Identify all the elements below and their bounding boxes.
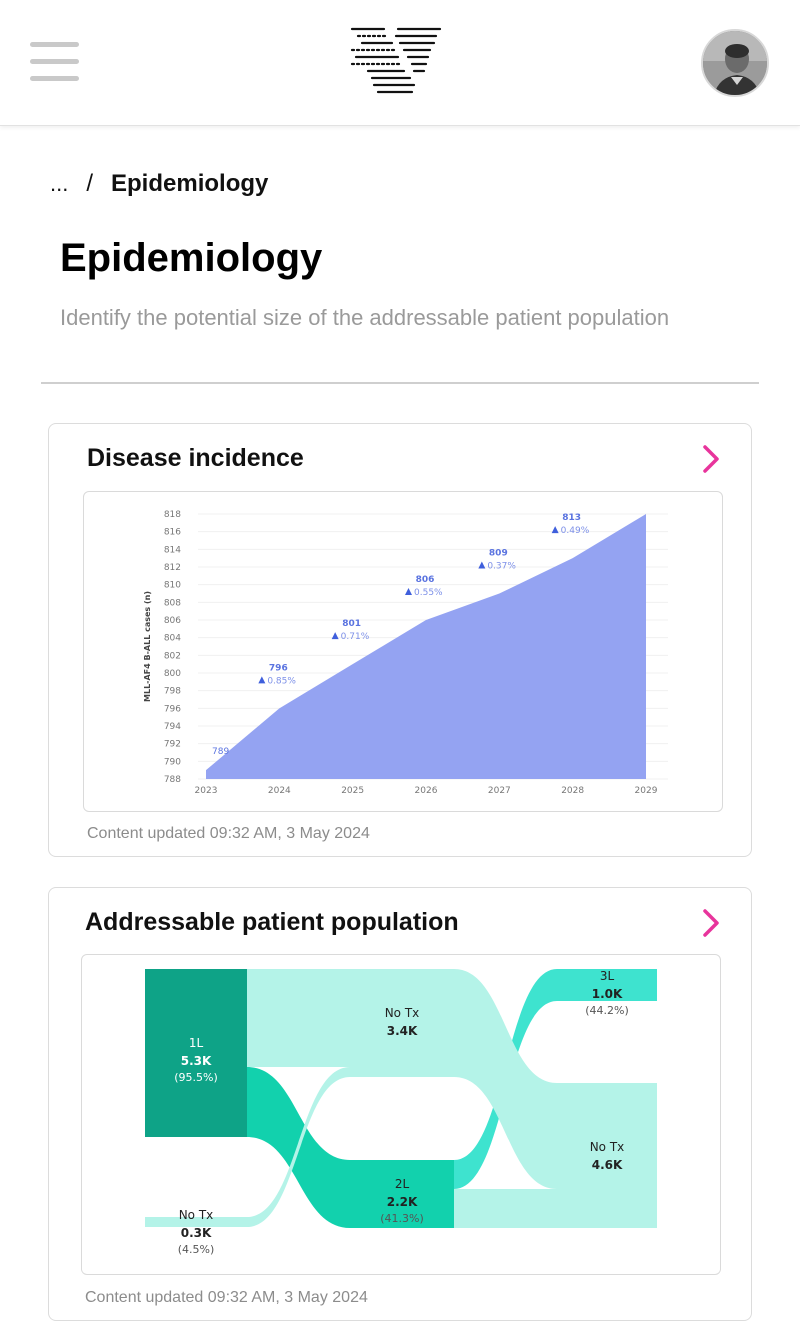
x-tick-label: 2027 — [488, 786, 511, 796]
avatar-icon — [703, 31, 767, 95]
link-notx-notx2 — [454, 969, 557, 1189]
link-notx-notx — [247, 1067, 350, 1227]
growth-up-icon — [478, 561, 486, 569]
sankey-node-notx3 — [557, 1083, 657, 1228]
growth-label: 0.71% — [341, 632, 370, 642]
divider — [41, 382, 759, 384]
node-label: No Tx — [179, 1208, 214, 1222]
y-axis-label: MLL-AF4 B-ALL cases (n) — [143, 591, 152, 702]
y-tick-label: 816 — [164, 528, 181, 538]
y-tick-label: 818 — [164, 510, 181, 520]
x-tick-label: 2025 — [341, 786, 364, 796]
population-chart-frame: 1L 5.3K (95.5%) No Tx 0.3K (4.5%) No Tx 3.4K 2L 2… — [81, 954, 721, 1275]
y-tick-label: 798 — [164, 687, 181, 697]
node-percent: (4.5%) — [178, 1243, 215, 1256]
card-title: Disease incidence — [87, 444, 304, 472]
node-label: 2L — [395, 1177, 410, 1191]
page-subtitle: Identify the potential size of the addre… — [60, 305, 670, 330]
incidence-chart: 788 790 792 794 796 798 800 802 804 806 808 810 812 8… — [143, 510, 668, 796]
node-value: 2.2K — [387, 1195, 418, 1209]
x-tick-label: 2028 — [561, 786, 584, 796]
y-tick-label: 794 — [164, 722, 181, 732]
app-header — [0, 0, 800, 126]
brand-logo[interactable] — [348, 26, 444, 98]
growth-up-icon — [258, 676, 266, 684]
y-tick-label: 796 — [164, 704, 181, 714]
y-tick-label: 806 — [164, 616, 181, 626]
link-2l-notx — [454, 1189, 557, 1228]
incidence-area — [206, 514, 646, 779]
content-updated: Content updated 09:32 AM, 3 May 2024 — [87, 825, 370, 842]
sankey-node-notx1 — [145, 1217, 247, 1227]
node-percent: (44.2%) — [585, 1004, 629, 1017]
node-label: 3L — [600, 969, 615, 983]
sankey-node-2l — [350, 1160, 454, 1228]
data-label: 796 — [269, 663, 288, 673]
addressable-population-card[interactable]: Addressable patient population 1L 5.3K (95… — [48, 887, 752, 1321]
node-label: 1L — [189, 1036, 204, 1050]
data-label: 813 — [562, 513, 581, 523]
node-percent: (95.5%) — [174, 1071, 218, 1084]
user-avatar[interactable] — [701, 29, 769, 97]
breadcrumb-more[interactable]: ... — [50, 171, 69, 196]
node-value: 3.4K — [387, 1024, 418, 1038]
content-updated: Content updated 09:32 AM, 3 May 2024 — [85, 1289, 368, 1306]
hamburger-line — [30, 76, 79, 81]
node-value: 1.0K — [592, 987, 623, 1001]
y-tick-label: 804 — [164, 634, 181, 644]
hamburger-icon — [30, 42, 79, 47]
growth-label: 0.49% — [561, 526, 590, 536]
page-title: Epidemiology — [60, 236, 323, 280]
growth-up-icon — [405, 588, 412, 595]
data-label: 809 — [489, 549, 508, 559]
hamburger-line — [30, 59, 79, 64]
breadcrumb: ... / Epidemiology — [50, 170, 268, 198]
chevron-right-icon[interactable] — [697, 906, 725, 940]
incidence-chart-frame: 788 790 792 794 796 798 800 802 804 806 808 810 812 8… — [83, 491, 723, 812]
breadcrumb-separator: / — [86, 170, 94, 197]
x-tick-label: 2026 — [415, 786, 438, 796]
y-tick-label: 788 — [164, 775, 181, 785]
y-tick-label: 790 — [164, 757, 181, 767]
x-tick-label: 2023 — [195, 786, 218, 796]
node-label: No Tx — [385, 1006, 420, 1020]
y-tick-label: 800 — [164, 669, 181, 679]
breadcrumb-current: Epidemiology — [111, 170, 269, 197]
sankey-node-3l — [557, 969, 657, 1001]
growth-up-icon — [331, 632, 339, 640]
disease-incidence-card[interactable]: Disease incidence 788 790 792 794 796 798 800 8… — [48, 423, 752, 857]
y-tick-label: 814 — [164, 545, 181, 555]
x-tick-label: 2029 — [635, 786, 658, 796]
growth-up-icon — [551, 526, 559, 534]
y-tick-label: 812 — [164, 563, 181, 573]
sankey-node-1l — [145, 969, 247, 1137]
growth-label: 0.85% — [267, 676, 296, 686]
sankey-node-notx2 — [350, 969, 454, 1077]
menu-button[interactable] — [30, 42, 80, 82]
x-tick-label: 2024 — [268, 786, 291, 796]
sankey-chart: 1L 5.3K (95.5%) No Tx 0.3K (4.5%) No Tx 3.4K 2L 2… — [145, 969, 657, 1256]
data-label: 806 — [416, 575, 435, 585]
link-1l-notx — [247, 969, 350, 1067]
y-tick-label: 802 — [164, 651, 181, 661]
card-title: Addressable patient population — [85, 908, 459, 936]
node-value: 5.3K — [181, 1054, 212, 1068]
node-value: 0.3K — [181, 1226, 212, 1240]
data-label: 801 — [342, 619, 361, 629]
node-value: 4.6K — [592, 1158, 623, 1172]
data-label: 789 — [212, 747, 229, 757]
y-tick-label: 808 — [164, 598, 181, 608]
y-tick-label: 810 — [164, 581, 181, 591]
node-percent: (41.3%) — [380, 1212, 424, 1225]
growth-label: 0.37% — [487, 562, 516, 572]
growth-label: 0.55% — [414, 588, 443, 598]
y-tick-label: 792 — [164, 740, 181, 750]
chevron-right-icon[interactable] — [697, 442, 725, 476]
node-label: No Tx — [590, 1140, 625, 1154]
